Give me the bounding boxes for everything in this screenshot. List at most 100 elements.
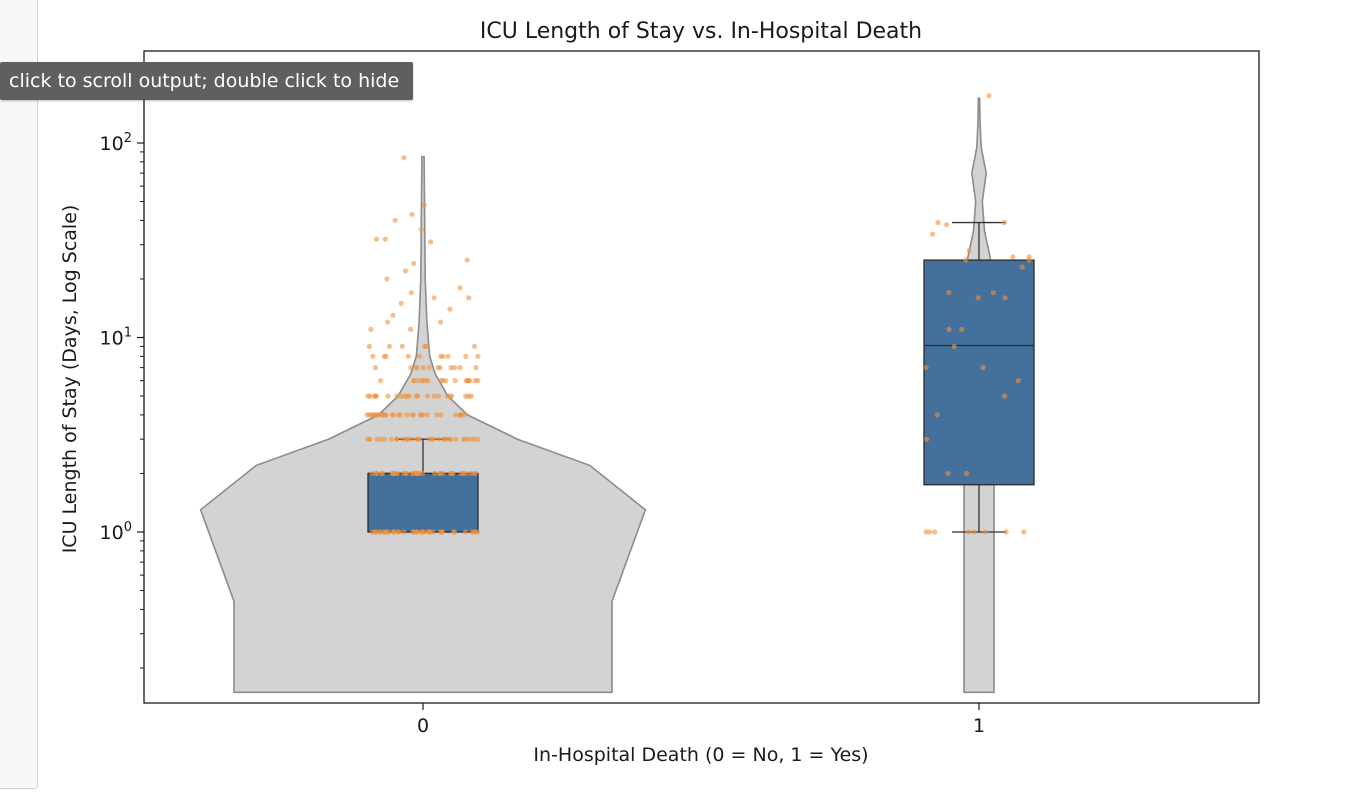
strip-point — [401, 155, 407, 161]
strip-point — [383, 353, 389, 359]
strip-point — [382, 412, 388, 418]
strip-point — [436, 393, 442, 399]
strip-point — [444, 393, 450, 399]
strip-point — [966, 247, 972, 254]
strip-point — [394, 436, 400, 442]
strip-point — [436, 470, 443, 476]
strip-point — [377, 378, 384, 384]
y-axis-label: ICU Length of Stay (Days, Log Scale) — [59, 205, 81, 554]
strip-point — [437, 365, 443, 371]
strip-point — [924, 436, 930, 442]
strip-point — [399, 343, 405, 349]
strip-point — [431, 393, 437, 399]
strip-point — [416, 436, 423, 442]
strip-point — [425, 378, 431, 384]
strip-point — [475, 436, 481, 442]
strip-point — [390, 312, 396, 318]
strip-point — [406, 393, 412, 399]
strip-point — [463, 353, 469, 359]
strip-point — [405, 353, 411, 359]
strip-point — [923, 365, 929, 371]
output-scroll-tooltip[interactable]: click to scroll output; double click to … — [0, 62, 414, 100]
strip-point — [379, 470, 385, 476]
strip-point — [400, 436, 406, 442]
strip-point — [434, 412, 440, 418]
plot-layer — [199, 93, 1035, 694]
x-axis-label: In-Hospital Death (0 = No, 1 = Yes) — [533, 744, 868, 766]
strip-point — [1026, 254, 1032, 260]
strip-point — [964, 470, 970, 476]
strip-point — [386, 343, 392, 349]
strip-point — [415, 378, 421, 384]
strip-point — [472, 470, 479, 476]
strip-point — [426, 365, 432, 371]
strip-point — [982, 529, 988, 535]
strip-point — [401, 529, 407, 535]
strip-point — [431, 470, 438, 476]
strip-point — [382, 236, 388, 242]
strip-point — [457, 365, 463, 371]
violin-0 — [199, 155, 647, 694]
strip-point — [959, 326, 965, 332]
strip-point — [475, 353, 481, 359]
strip-point — [963, 257, 969, 263]
strip-point — [369, 470, 375, 476]
strip-point — [374, 436, 380, 442]
strip-point — [390, 412, 396, 418]
strip-point — [364, 412, 370, 418]
strip-point — [394, 393, 400, 399]
strip-point — [452, 378, 458, 384]
strip-point — [410, 412, 416, 418]
strip-point — [416, 353, 422, 359]
strip-point — [471, 343, 478, 349]
strip-point — [381, 529, 387, 535]
strip-point — [457, 285, 463, 291]
strip-point — [986, 93, 992, 99]
strip-point — [390, 470, 397, 476]
strip-point — [927, 529, 933, 535]
strip-point — [466, 295, 472, 301]
strip-point — [367, 436, 373, 442]
strip-point — [417, 412, 424, 418]
strip-point — [366, 343, 372, 349]
strip-point — [1015, 378, 1021, 384]
plot-area — [199, 93, 1035, 694]
strip-point — [404, 436, 410, 442]
strip-point — [424, 393, 431, 399]
strip-point — [935, 219, 941, 226]
strip-point — [440, 470, 446, 476]
strip-point — [372, 365, 379, 371]
strip-point — [367, 393, 373, 399]
strip-point — [388, 436, 394, 442]
strip-point — [395, 529, 402, 535]
strip-point — [945, 470, 951, 476]
strip-point — [408, 436, 414, 442]
strip-point — [425, 529, 431, 535]
strip-point — [1010, 254, 1016, 260]
strip-point — [452, 412, 459, 418]
y-tick-label: 102 — [100, 131, 132, 155]
strip-point — [436, 436, 442, 442]
strip-point — [443, 378, 449, 384]
output-gutter — [0, 0, 38, 789]
strip-point — [1021, 529, 1027, 535]
strip-point — [411, 378, 417, 384]
strip-point — [431, 295, 437, 301]
strip-point — [384, 276, 390, 282]
box-1 — [923, 221, 1035, 533]
strip-point — [370, 353, 376, 359]
strip-point — [420, 378, 426, 384]
strip-point — [394, 470, 400, 476]
strip-point — [474, 529, 480, 535]
strip-point — [398, 393, 404, 399]
box-body — [367, 472, 479, 533]
strip-point — [453, 436, 459, 442]
strip-point — [385, 319, 391, 325]
strip-point — [466, 378, 473, 384]
strip-point — [368, 326, 374, 332]
strip-point — [951, 343, 957, 349]
strip-point — [462, 529, 468, 535]
chart-title: ICU Length of Stay vs. In-Hospital Death — [480, 19, 922, 44]
strip-point — [451, 529, 457, 535]
strip-point — [422, 343, 428, 349]
